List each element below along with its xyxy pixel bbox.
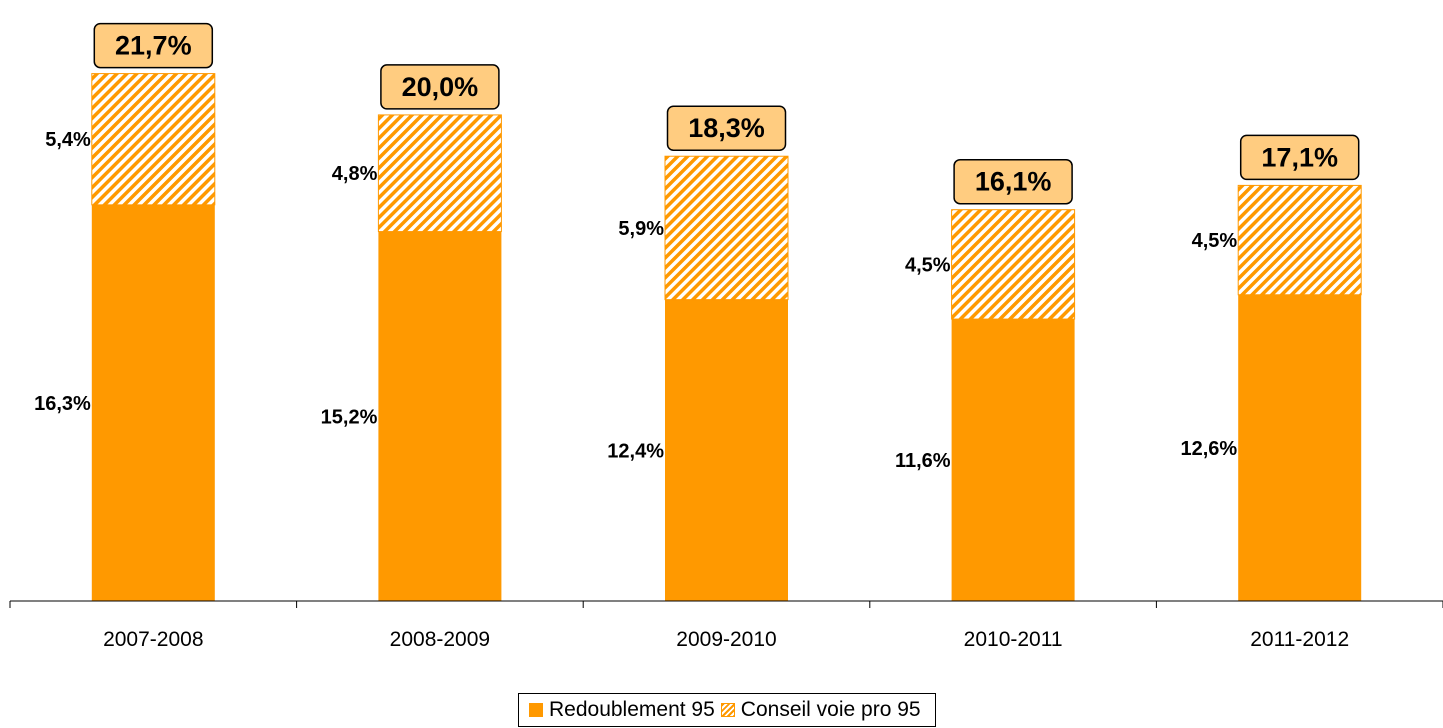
legend-swatch-hatched [720,703,735,717]
total-label-box [380,64,500,110]
legend-item-series-1: Redoublement 95 [529,698,715,722]
bar-segment-redoublement [951,319,1075,601]
total-label: 21,7% [115,31,192,61]
legend-label-series-1: Redoublement 95 [549,698,715,721]
bar-segment-conseil-voie-pro [1237,184,1362,296]
data-label-conseil-voie-pro: 5,4% [45,129,91,151]
bar-segment-conseil-voie-pro [664,155,789,301]
data-label-redoublement: 12,6% [1180,438,1237,460]
x-tick-label: 2007-2008 [103,628,203,651]
data-label-redoublement: 12,4% [607,440,664,462]
data-label-redoublement: 15,2% [321,406,378,428]
legend-item-series-2: Conseil voie pro 95 [720,698,921,722]
legend-label-series-2: Conseil voie pro 95 [740,698,921,721]
total-label-box [93,22,214,69]
data-label-redoublement: 16,3% [34,393,91,415]
total-label-box [953,158,1073,205]
total-label: 18,3% [688,113,765,143]
bar-segment-conseil-voie-pro [377,114,502,233]
total-label-box [666,105,787,151]
legend: Redoublement 95 Conseil voie pro 95 [518,693,936,727]
x-tick-label: 2010-2011 [964,628,1063,651]
x-tick-label: 2008-2009 [390,628,490,651]
bar-segment-conseil-voie-pro [91,73,216,206]
bar-segment-redoublement [91,204,215,602]
data-label-redoublement: 11,6% [895,450,951,472]
stacked-bar-chart: 2007-2008 16,3% 5,4% 21,7% 2008-2009 15,2% 4,8… [9,22,1443,651]
bar-segment-conseil-voie-pro [951,209,1076,320]
bar-segment-redoublement [1238,294,1362,601]
bar-segment-redoublement [665,299,788,601]
total-label: 17,1% [1261,142,1338,172]
data-label-conseil-voie-pro: 4,5% [1192,230,1238,252]
bars-group [91,73,1362,602]
legend-swatch-solid [529,703,543,717]
data-label-conseil-voie-pro: 4,8% [332,163,378,185]
data-label-conseil-voie-pro: 5,9% [618,218,664,240]
bar-segment-redoublement [378,231,502,601]
labels-group: 2007-2008 16,3% 5,4% 21,7% 2008-2009 15,2% 4,8… [34,22,1360,651]
total-label: 16,1% [975,167,1052,197]
total-label: 20,0% [402,72,479,102]
x-axis [9,600,1443,608]
data-label-conseil-voie-pro: 4,5% [905,254,951,276]
x-tick-label: 2009-2010 [676,628,776,651]
x-tick-label: 2011-2012 [1250,628,1349,651]
total-label-box [1239,134,1360,181]
